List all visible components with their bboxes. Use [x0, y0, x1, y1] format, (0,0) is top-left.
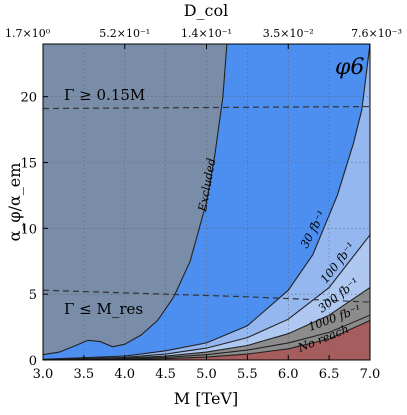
- gamma-lower-boundary: [43, 289, 370, 303]
- x-tick-label: 7.0: [360, 367, 381, 382]
- top-tick-label: 1.7×10⁰: [5, 27, 51, 40]
- excluded-region: [43, 44, 227, 355]
- top-tick-label: 1.4×10⁻¹: [181, 27, 232, 40]
- excluded-curve: [43, 44, 228, 356]
- y-tick-label: 15: [20, 157, 37, 172]
- y-tick-label: 10: [20, 222, 37, 237]
- gamma-upper-boundary: [43, 105, 370, 110]
- reach-30-curve: [43, 44, 370, 360]
- x-tick-label: 4.5: [155, 367, 176, 382]
- lumi-band-region: [43, 287, 370, 360]
- top-tick-label: 7.6×10⁻³: [351, 27, 402, 40]
- top-tick-label: 3.5×10⁻²: [263, 27, 314, 40]
- reach-100-curve: [43, 234, 370, 360]
- top-tick-label: 5.2×10⁻¹: [99, 27, 150, 40]
- no-reach-curve: [43, 319, 370, 360]
- gamma-lower-label: Γ ≤ M_res: [64, 300, 143, 318]
- x-tick-label: 4.0: [114, 367, 135, 382]
- grid-lines: [43, 44, 370, 360]
- no-reach-region: [43, 320, 370, 360]
- panel-label: φ6: [335, 55, 364, 80]
- reach-1000-curve: [43, 314, 370, 360]
- x-tick-label: 6.5: [319, 367, 340, 382]
- y-tick-label: 0: [29, 354, 37, 369]
- reach-300-curve: [43, 287, 370, 360]
- gamma-upper-label: Γ ≥ 0.15M: [64, 86, 145, 104]
- x-tick-label: 5.0: [196, 367, 217, 382]
- x-axis-title: M [TeV]: [174, 389, 238, 408]
- plot-area: [43, 44, 370, 360]
- top-axis: 1.7×10⁰ 5.2×10⁻¹ 1.4×10⁻¹ 3.5×10⁻² 7.6×10⁻³: [5, 27, 402, 49]
- top-axis-title: D_col: [184, 1, 229, 20]
- x-tick-label: 5.5: [237, 367, 258, 382]
- y-axis-title: α_φ/α_em: [5, 163, 24, 242]
- y-tick-label: 5: [29, 288, 37, 303]
- y-tick-label: 20: [20, 91, 37, 106]
- y-axis: 0 5 10 15 20: [20, 91, 48, 369]
- x-axis: 3.0 3.5 4.0 4.5 5.0 5.5 6.0 6.5 7.0: [33, 355, 381, 382]
- x-tick-label: 6.0: [278, 367, 299, 382]
- curves: [43, 44, 370, 360]
- x-tick-label: 3.5: [74, 367, 95, 382]
- x-tick-label: 3.0: [33, 367, 54, 382]
